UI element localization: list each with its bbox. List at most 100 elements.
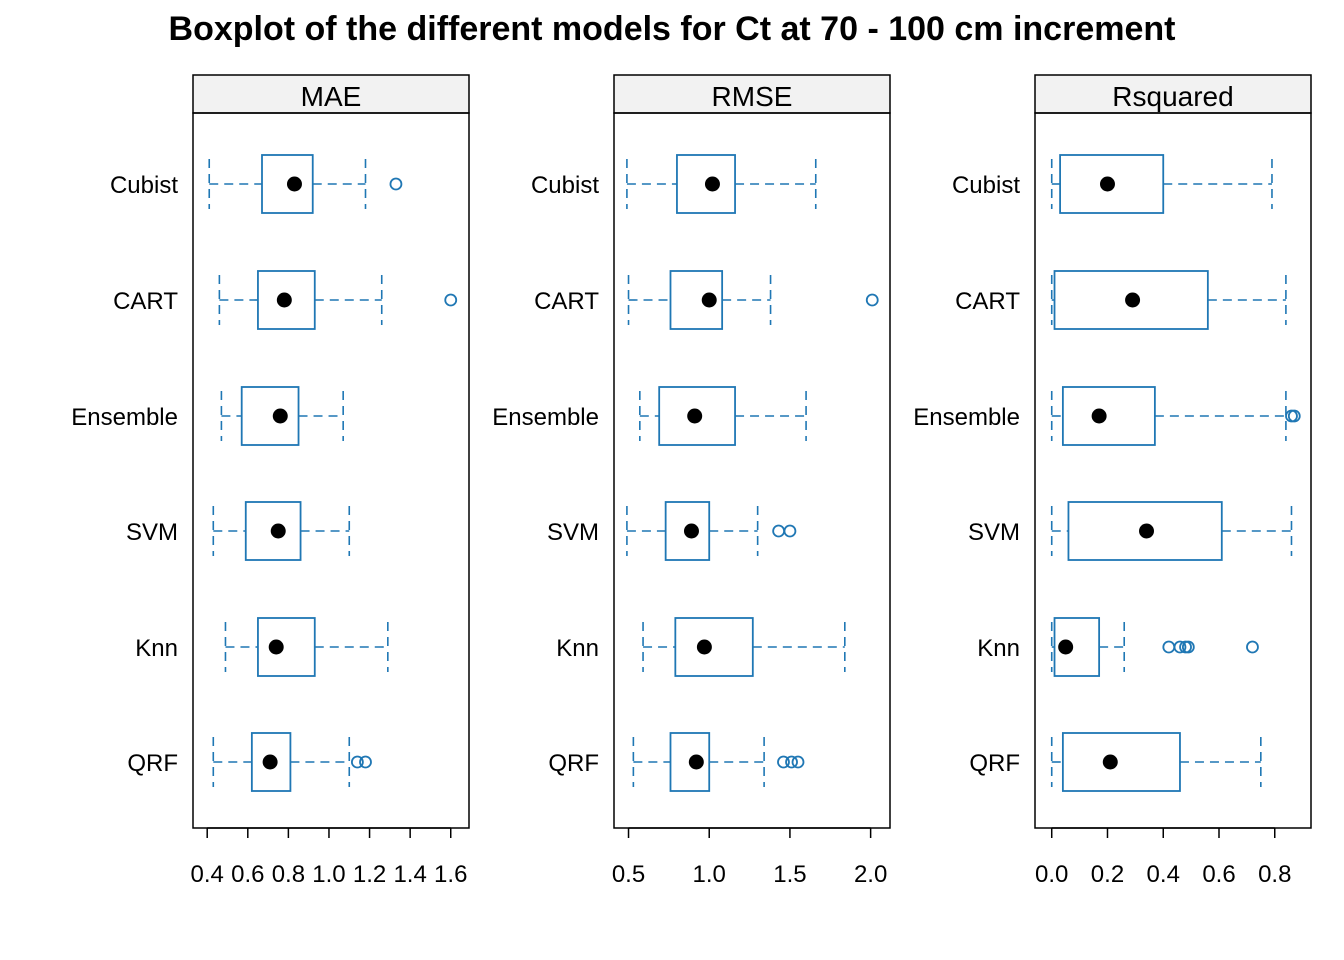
- panel-strip: [1034, 74, 1312, 114]
- outlier-point: [791, 755, 805, 769]
- median-dot: [1102, 754, 1118, 770]
- box-qrf: [212, 732, 372, 792]
- outlier-point: [1287, 409, 1301, 423]
- x-tick-label: 0.6: [231, 861, 264, 888]
- x-tick-label: 0.5: [612, 861, 645, 888]
- box-svm: [1050, 501, 1293, 561]
- box-ensemble: [220, 386, 344, 446]
- median-dot: [701, 292, 717, 308]
- outlier-point: [1173, 640, 1187, 654]
- box-knn: [1050, 617, 1259, 677]
- panel-strip: [613, 74, 891, 114]
- panel-strip-label: Rsquared: [1112, 81, 1233, 112]
- outlier-point: [389, 177, 403, 191]
- panel-strip-label: RMSE: [712, 81, 793, 112]
- box-qrf: [632, 732, 805, 792]
- box-cart: [218, 270, 458, 330]
- box-iqr: [1061, 386, 1156, 446]
- category-label-ensemble: Ensemble: [492, 404, 599, 431]
- outlier-point: [1162, 640, 1176, 654]
- panel-frame: [1034, 112, 1312, 829]
- box-qrf: [1050, 732, 1262, 792]
- median-dot: [687, 408, 703, 424]
- x-tick-label: 0.6: [1202, 861, 1235, 888]
- box-ensemble: [639, 386, 807, 446]
- outlier-point: [783, 524, 797, 538]
- outlier-point: [785, 755, 798, 769]
- category-label-qrf: QRF: [127, 750, 178, 777]
- category-label-cubist: Cubist: [952, 172, 1020, 199]
- panel-rmse: RMSE Cubist CART Ensemble SVM Knn QRF 0.5 1.0 1.5…: [492, 74, 891, 888]
- panel-mae: MAE Cubist CART Ensemble SVM Knn QRF 0.4 0.6 0.8 1…: [71, 74, 470, 888]
- category-label-svm: SVM: [126, 519, 178, 546]
- median-dot: [286, 176, 302, 192]
- box-iqr: [674, 617, 754, 677]
- category-label-cart: CART: [534, 288, 599, 315]
- box-knn: [642, 617, 846, 677]
- x-tick-label: 1.0: [693, 861, 726, 888]
- outlier-point: [444, 293, 458, 307]
- category-label-qrf: QRF: [548, 750, 599, 777]
- category-label-cart: CART: [955, 288, 1020, 315]
- x-tick-label: 0.8: [1258, 861, 1291, 888]
- x-tick-label: 1.5: [773, 861, 806, 888]
- median-dot: [1139, 523, 1155, 539]
- outlier-point: [865, 293, 879, 307]
- box-iqr: [1061, 732, 1181, 792]
- x-tick-label: 0.4: [1147, 861, 1180, 888]
- box-cart: [627, 270, 879, 330]
- outlier-point: [359, 755, 372, 769]
- median-dot: [268, 639, 284, 655]
- panel-strip-label: MAE: [301, 81, 362, 112]
- panel-frame: [613, 112, 891, 829]
- x-tick-label: 1.4: [393, 861, 426, 888]
- median-dot: [704, 176, 720, 192]
- category-label-ensemble: Ensemble: [71, 404, 178, 431]
- category-label-knn: Knn: [977, 635, 1020, 662]
- category-label-cubist: Cubist: [110, 172, 178, 199]
- x-tick-label: 1.0: [312, 861, 345, 888]
- median-dot: [262, 754, 278, 770]
- median-dot: [1125, 292, 1141, 308]
- box-svm: [626, 501, 797, 561]
- box-iqr: [257, 617, 316, 677]
- outlier-point: [350, 755, 364, 769]
- x-tick-label: 1.2: [353, 861, 386, 888]
- median-dot: [272, 408, 288, 424]
- x-tick-label: 0.0: [1035, 861, 1068, 888]
- x-tick-label: 0.8: [272, 861, 305, 888]
- median-dot: [1058, 639, 1074, 655]
- outlier-point: [1181, 640, 1195, 654]
- box-cubist: [1050, 154, 1273, 214]
- category-label-svm: SVM: [547, 519, 599, 546]
- category-label-cart: CART: [113, 288, 178, 315]
- box-svm: [212, 501, 351, 561]
- x-tick-label: 1.6: [434, 861, 467, 888]
- box-cart: [1050, 270, 1287, 330]
- median-dot: [1099, 176, 1115, 192]
- panel-frame: [192, 112, 470, 829]
- x-tick-label: 0.2: [1091, 861, 1124, 888]
- median-dot: [276, 292, 292, 308]
- outlier-point: [772, 524, 786, 538]
- panel-rsquared: Rsquared Cubist CART Ensemble SVM Knn QRF 0.0 0.…: [913, 74, 1312, 888]
- box-iqr: [240, 386, 300, 446]
- box-cubist: [208, 154, 403, 214]
- category-label-knn: Knn: [556, 635, 599, 662]
- category-label-svm: SVM: [968, 519, 1020, 546]
- box-cubist: [626, 154, 817, 214]
- category-label-qrf: QRF: [969, 750, 1020, 777]
- outlier-point: [777, 755, 790, 769]
- x-tick-label: 0.4: [191, 861, 224, 888]
- panel-strip: [192, 74, 470, 114]
- median-dot: [696, 639, 712, 655]
- category-label-ensemble: Ensemble: [913, 404, 1020, 431]
- median-dot: [1091, 408, 1107, 424]
- x-tick-label: 2.0: [854, 861, 887, 888]
- chart-title: Boxplot of the different models for Ct a…: [168, 10, 1176, 48]
- median-dot: [270, 523, 286, 539]
- box-knn: [224, 617, 389, 677]
- median-dot: [688, 754, 704, 770]
- category-label-cubist: Cubist: [531, 172, 599, 199]
